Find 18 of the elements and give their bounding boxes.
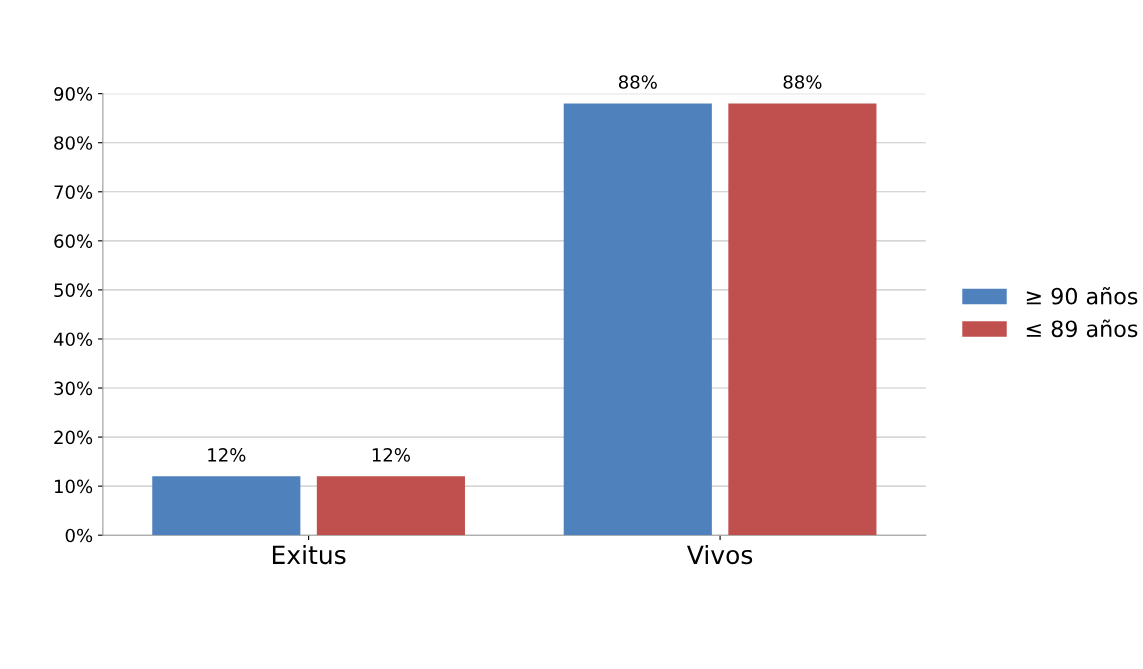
- legend-label: ≤ 89 años: [1026, 319, 1138, 338]
- data-label: 88%: [618, 75, 657, 89]
- y-tick-label: 80%: [54, 136, 93, 150]
- x-tick-label: Vivos: [686, 544, 753, 565]
- data-label: 12%: [372, 448, 410, 462]
- data-label: 12%: [208, 448, 246, 462]
- y-tick-label: 30%: [54, 381, 93, 396]
- x-tick-label: Exitus: [272, 544, 346, 565]
- y-tick-label: 20%: [54, 430, 93, 445]
- y-tick-label: 90%: [54, 87, 93, 101]
- y-tick-label: 70%: [54, 185, 93, 199]
- y-tick-label: 50%: [54, 283, 93, 298]
- y-tick-label: 10%: [55, 479, 93, 494]
- data-label: 88%: [783, 75, 822, 89]
- y-tick-label: 40%: [53, 332, 93, 347]
- y-tick-label: 0%: [65, 528, 93, 543]
- legend-label: ≥ 90 años: [1026, 286, 1138, 305]
- y-tick-label: 60%: [54, 234, 93, 248]
